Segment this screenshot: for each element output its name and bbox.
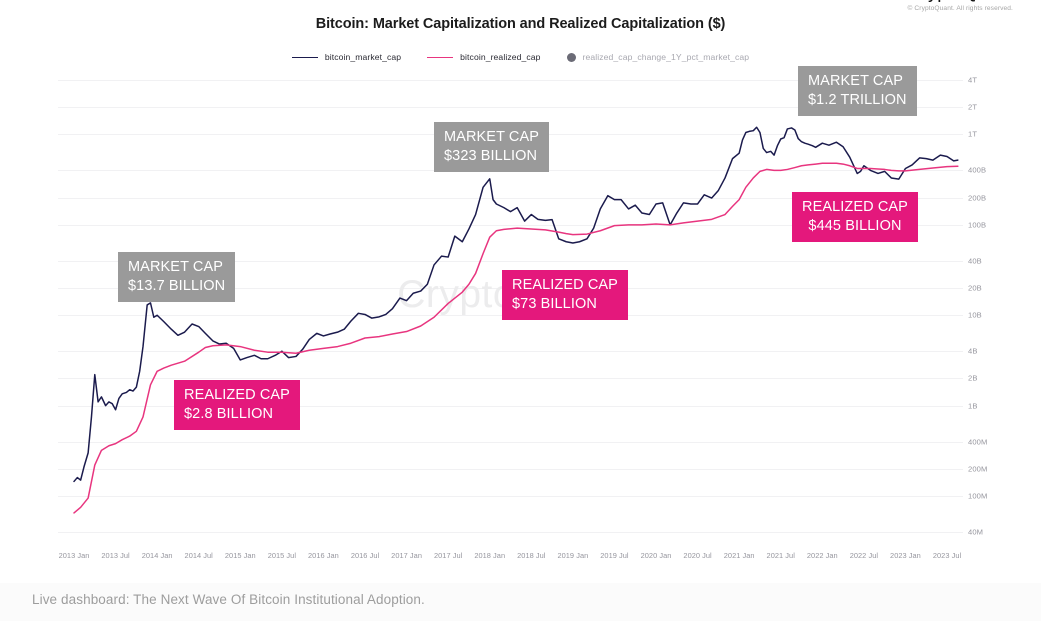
y-axis-tick: 400B [968,165,987,175]
y-axis-tick: 200B [968,193,987,203]
annotation-callout: REALIZED CAP $445 BILLION [792,192,918,243]
annotation-line-2: $323 BILLION [444,147,538,164]
x-axis-tick: 2015 Jul [267,551,297,560]
copyright-text: © CryptoQuant. All rights reserved. [907,5,1013,12]
x-axis-tick: 2016 Jan [308,551,339,560]
gridline [58,405,963,407]
legend-item-realized_cap_change_1Y_pct_market_cap[interactable]: realized_cap_change_1Y_pct_market_cap [566,52,750,62]
annotation-line-1: MARKET CAP [808,73,904,89]
annotation-callout: MARKET CAP $13.7 BILLION [118,252,236,303]
legend-label: bitcoin_realized_cap [460,52,541,62]
chart-title: Bitcoin: Market Capitalization and Reali… [315,16,726,32]
x-axis-tick: 2020 Jan [640,551,672,560]
legend-label: bitcoin_market_cap [324,52,402,62]
x-axis-tick: 2022 Jul [849,551,879,560]
chart-legend: bitcoin_market_cap bitcoin_realized_cap re… [0,52,1041,62]
annotation-line-1: REALIZED CAP [512,277,618,293]
x-axis-tick: 2014 Jan [141,551,173,560]
plot-area: CryptoQuant MARKET CAP$13.7 BILLIONREALI… [58,66,963,546]
legend-line-icon [291,56,318,58]
legend-label: realized_cap_change_1Y_pct_market_cap [582,52,750,62]
series-line-bitcoin_market_cap [73,126,959,483]
legend-item-bitcoin_market_cap[interactable]: bitcoin_market_cap [291,52,402,62]
x-axis: 2013 Jan 2013 Jul 2014 Jan 2014 Jul 2015 Jan… [58,551,963,567]
gridline [58,532,963,533]
x-axis-tick: 2021 Jul [766,551,795,560]
annotation-line-2: $13.7 BILLION [128,277,226,294]
annotation-callout: REALIZED CAP $73 BILLION [502,270,628,321]
annotation-callout: MARKET CAP $1.2 TRILLION [798,66,917,117]
gridline [58,378,963,380]
series-line-bitcoin_realized_cap [73,162,959,514]
legend-line-icon [427,56,454,58]
gridline [58,468,963,470]
y-axis-tick: 200M [968,464,988,474]
annotation-line-2: $73 BILLION [512,295,597,312]
gridline [58,260,963,262]
x-axis-tick: 2017 Jul [433,551,463,560]
x-axis-tick: 2016 Jul [350,551,380,560]
y-axis-tick: 40B [968,256,982,266]
x-axis-tick: 2021 Jan [723,551,755,560]
y-axis-tick: 100M [968,491,988,501]
legend-dot-icon [566,52,576,62]
gridline [58,224,963,226]
y-axis-tick: 10B [968,310,982,320]
annotation-line-1: REALIZED CAP [802,199,908,215]
y-axis-tick: 100B [968,220,987,230]
annotation-line-1: MARKET CAP [128,259,224,275]
gridline [58,351,963,353]
brand-name: CryptoQuant [909,0,1014,4]
annotation-callout: REALIZED CAP $2.8 BILLION [174,380,300,431]
gridline [58,496,963,498]
annotation-line-2: $445 BILLION [808,217,902,234]
y-axis-tick: 40M [968,527,984,537]
x-axis-tick: 2020 Jul [683,551,712,560]
x-axis-tick: 2015 Jan [224,551,256,560]
series-lines [73,126,959,514]
annotation-line-2: $2.8 BILLION [184,405,274,422]
x-axis-tick: 2018 Jul [517,551,546,560]
annotation-callout: MARKET CAP $323 BILLION [434,122,550,173]
y-axis-tick: 4B [968,346,978,356]
annotation-line-1: REALIZED CAP [184,387,290,403]
gridline [58,107,963,109]
x-axis-tick: 2018 Jan [474,551,506,560]
x-axis-tick: 2023 Jul [932,551,962,560]
y-axis-tick: 20B [968,283,982,293]
annotation-line-2: $1.2 TRILLION [808,91,907,108]
brand-logo: CryptoQuant © CryptoQuant. All rights re… [884,0,1014,12]
x-axis-tick: 2013 Jul [101,551,130,560]
y-axis-tick: 4T [968,75,978,85]
gridline [58,441,963,443]
annotation-line-1: MARKET CAP [444,129,540,145]
y-axis-tick: 400M [968,437,988,447]
x-axis-tick: 2019 Jan [557,551,589,560]
footer: Live dashboard: The Next Wave Of Bitcoin… [0,583,1041,621]
y-axis-tick: 2T [968,102,978,112]
gridline [58,80,963,81]
x-axis-tick: 2022 Jan [806,551,838,560]
gridline [58,197,963,199]
y-axis: 4T 2T 1T 400B 200B 100B 40B 20B 10B 4B 2B 1B 400M 200… [968,72,1038,546]
footer-note: Live dashboard: The Next Wave Of Bitcoin… [32,592,425,607]
y-axis-tick: 1B [968,401,978,411]
chart-card: Bitcoin: Market Capitalization and Reali… [0,16,1041,567]
x-axis-tick: 2019 Jul [600,551,629,560]
y-axis-tick: 1T [968,129,978,139]
x-axis-tick: 2014 Jul [184,551,213,560]
y-axis-tick: 2B [968,373,978,383]
x-axis-tick: 2017 Jan [391,551,422,560]
x-axis-tick: 2013 Jan [58,551,90,560]
x-axis-tick: 2023 Jan [890,551,921,560]
legend-item-bitcoin_realized_cap[interactable]: bitcoin_realized_cap [427,52,540,62]
